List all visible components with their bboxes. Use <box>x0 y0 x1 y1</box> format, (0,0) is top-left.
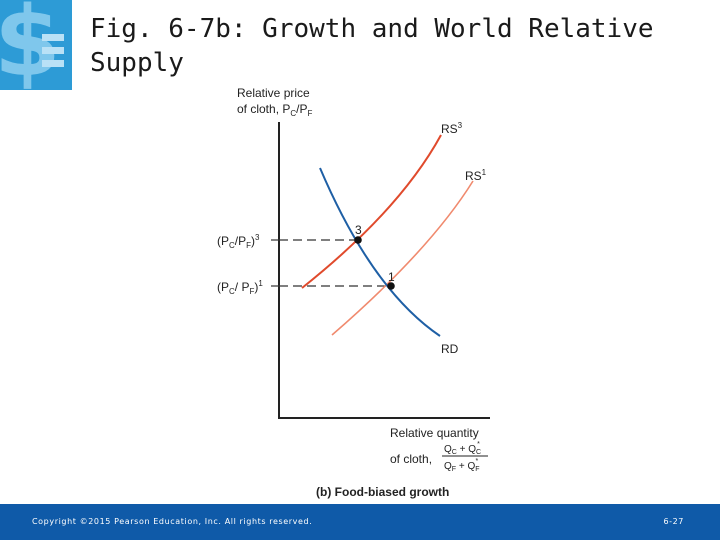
svg-text:QC + QC*: QC + QC* <box>444 441 481 456</box>
copyright-text: Copyright ©2015 Pearson Education, Inc. … <box>32 517 313 526</box>
y-axis-label-line2: of cloth, PC/PF <box>237 102 313 118</box>
rs1-curve <box>331 180 474 336</box>
slide-title: Fig. 6-7b: Growth and World Relative Sup… <box>90 14 654 78</box>
relative-supply-diagram: Relative price of cloth, PC/PF (PC/PF)3 … <box>217 86 490 499</box>
x-axis-label-line2: of cloth, <box>390 452 432 466</box>
footer-bar: Copyright ©2015 Pearson Education, Inc. … <box>0 504 720 540</box>
x-axis-label-line1: Relative quantity <box>390 426 479 440</box>
publisher-logo: $ <box>0 0 72 90</box>
rs3-label: RS3 <box>441 121 463 136</box>
y-axis-label-line1: Relative price <box>237 86 310 100</box>
rd-curve <box>319 167 441 337</box>
price1-tick-label: (PC/ PF)1 <box>217 279 263 296</box>
x-axis-fraction: QC + QC* QF + QF* <box>442 441 488 473</box>
figure-caption: (b) Food-biased growth <box>316 485 449 499</box>
price3-tick-label: (PC/PF)3 <box>217 233 260 250</box>
point-3-label: 3 <box>355 223 362 237</box>
rd-label: RD <box>441 342 459 356</box>
equilibrium-point-3 <box>354 236 362 244</box>
equilibrium-point-1 <box>387 282 395 290</box>
rs3-curve <box>301 134 442 289</box>
dollar-sign-icon: $ <box>0 0 61 90</box>
page-number: 6-27 <box>663 517 684 526</box>
svg-text:QF + QF*: QF + QF* <box>444 458 480 473</box>
point-1-label: 1 <box>388 270 395 284</box>
rs1-label: RS1 <box>465 168 487 183</box>
logo-bars <box>42 34 64 73</box>
